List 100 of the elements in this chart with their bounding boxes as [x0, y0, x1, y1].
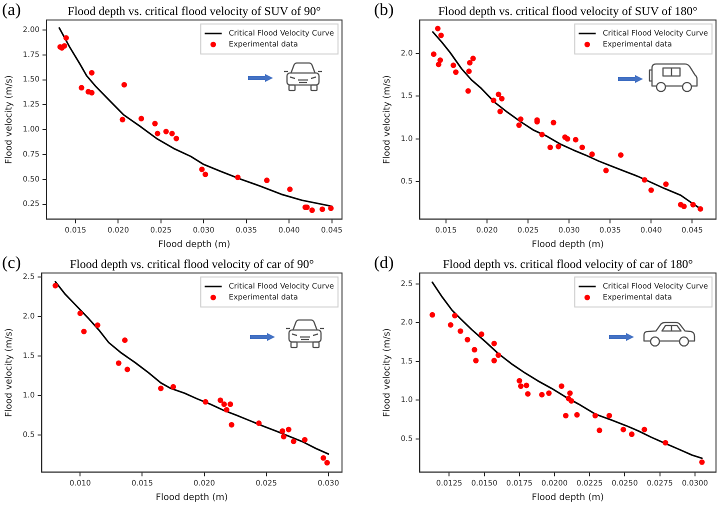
point: [453, 69, 459, 75]
point: [558, 383, 564, 389]
x-axis-title: Flood depth (m): [532, 240, 604, 250]
point: [470, 56, 476, 62]
point: [88, 90, 95, 96]
point: [256, 420, 262, 426]
point: [663, 181, 669, 187]
point: [642, 177, 648, 183]
point: [572, 136, 578, 142]
point: [592, 412, 598, 418]
point: [62, 43, 68, 49]
point: [436, 62, 442, 68]
point: [152, 120, 158, 126]
point: [224, 406, 230, 413]
point: [596, 428, 602, 434]
text: (b): [374, 0, 394, 19]
point: [516, 122, 522, 128]
point: [438, 32, 444, 38]
point: [280, 428, 286, 434]
point: [116, 360, 122, 366]
point: [525, 391, 531, 397]
point: [699, 459, 705, 465]
y-axis-title: Flood velocity (m/s): [4, 75, 15, 164]
point: [81, 328, 87, 334]
point: [472, 346, 478, 353]
point: [628, 431, 635, 438]
point: [202, 172, 208, 178]
point: [264, 178, 270, 184]
point: [698, 206, 704, 212]
point: [320, 455, 326, 461]
point: [120, 116, 126, 122]
point: [642, 426, 648, 432]
point: [309, 207, 315, 214]
point: [430, 312, 436, 318]
chart-title: Flood depth vs. critical flood velocity of SUV of 180°: [438, 4, 698, 18]
chart-title: Flood depth vs. critical flood velocity of car of 180°: [442, 257, 694, 272]
point: [496, 92, 502, 98]
point: [603, 168, 609, 174]
x-axis-title: Flood depth (m): [156, 492, 228, 503]
point: [550, 120, 556, 126]
y-axis-title: Flood velocity (m/s): [4, 328, 15, 418]
point: [124, 366, 130, 372]
point: [568, 398, 574, 404]
point: [174, 136, 180, 142]
point: [218, 397, 224, 404]
text: (d): [374, 252, 394, 272]
point: [547, 144, 554, 150]
point: [235, 174, 241, 180]
point: [199, 166, 205, 172]
text: (a): [2, 0, 21, 19]
point: [620, 426, 626, 432]
point: [121, 82, 128, 88]
point: [539, 392, 545, 398]
y-axis-title: Flood velocity (m/s): [382, 75, 393, 164]
point: [287, 186, 293, 192]
point: [690, 202, 696, 208]
point: [618, 152, 624, 158]
point: [564, 136, 570, 142]
point: [518, 116, 524, 122]
point: [202, 399, 208, 405]
y-axis-title: Flood velocity (m/s): [382, 328, 393, 418]
point: [562, 412, 569, 418]
point: [434, 26, 441, 32]
point: [52, 282, 58, 288]
point: [574, 412, 580, 418]
point: [302, 436, 308, 443]
point: [158, 386, 164, 392]
point: [320, 206, 326, 212]
point: [499, 96, 505, 102]
point: [228, 422, 234, 428]
chart-title: Flood depth vs. critical flood velocity of car of 90°: [70, 257, 314, 272]
x-axis-title: Flood depth (m): [532, 492, 604, 503]
point: [579, 144, 586, 150]
point: [430, 51, 436, 57]
point: [437, 57, 444, 63]
point: [88, 70, 95, 76]
point: [94, 322, 100, 328]
chart-title: Flood depth vs. critical flood velocity of SUV of 90°: [68, 4, 322, 18]
point: [648, 187, 654, 193]
text: (c): [2, 252, 21, 272]
point: [324, 460, 330, 466]
point: [539, 132, 545, 138]
point: [163, 128, 169, 134]
point: [518, 383, 524, 389]
point: [516, 378, 522, 384]
point: [452, 312, 458, 318]
point: [170, 384, 176, 390]
point: [78, 84, 84, 91]
point: [606, 412, 612, 418]
point: [466, 60, 473, 66]
x-axis-title: Flood depth (m): [158, 240, 230, 250]
point: [546, 390, 552, 396]
point: [524, 382, 530, 388]
point: [497, 108, 503, 114]
point: [138, 116, 144, 122]
point: [328, 205, 334, 212]
point: [478, 331, 484, 338]
point: [290, 438, 296, 444]
point: [496, 352, 502, 358]
point: [464, 336, 470, 342]
